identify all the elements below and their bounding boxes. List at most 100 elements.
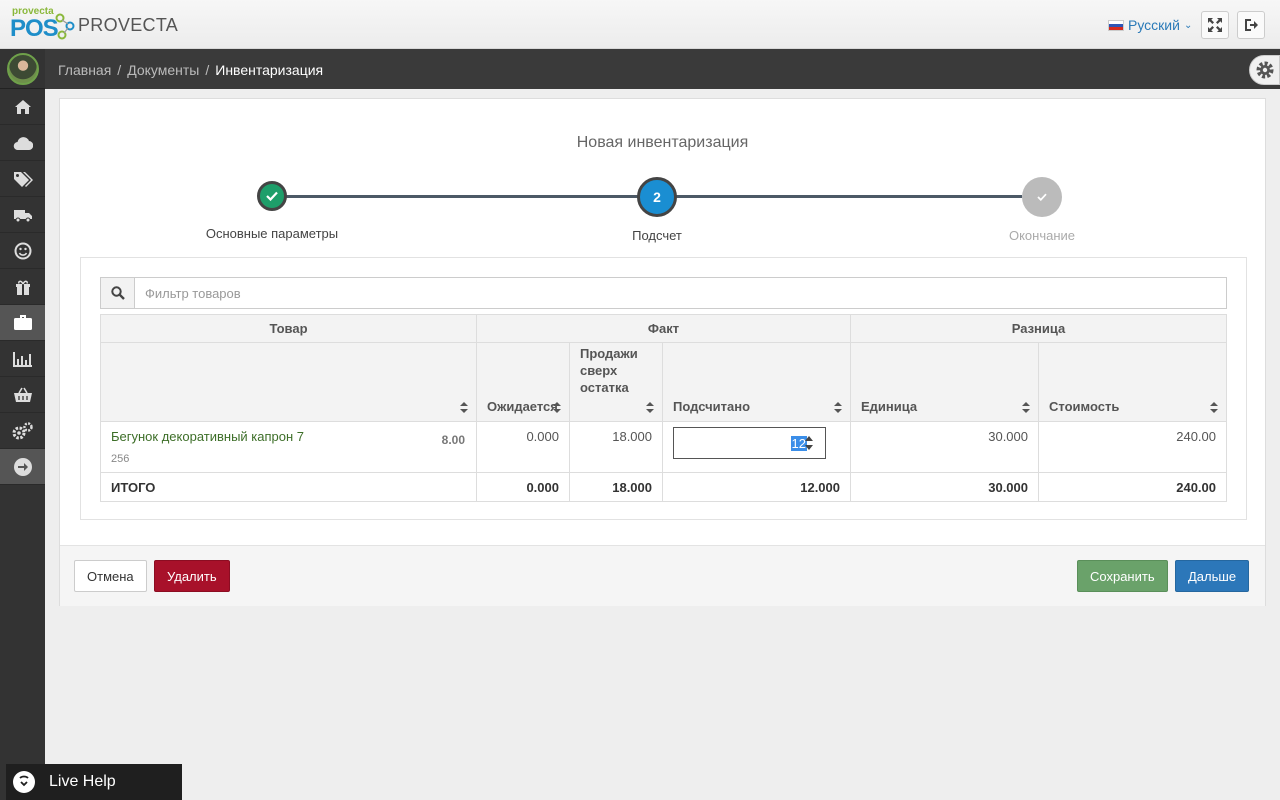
- table-column-header: Ожидается Продажи сверх остатка Подсчита…: [100, 342, 1227, 422]
- briefcase-icon: [13, 315, 32, 330]
- col-oversales[interactable]: Продажи сверх остатка: [569, 342, 663, 422]
- col-expected[interactable]: Ожидается: [476, 342, 570, 422]
- col-counted-label: Подсчитано: [673, 399, 751, 414]
- sidebar-item-delivery[interactable]: [0, 197, 45, 233]
- smile-icon: [14, 242, 31, 259]
- fullscreen-icon: [1208, 18, 1222, 32]
- step-done-circle: [257, 181, 287, 211]
- step-number: 2: [653, 189, 661, 205]
- live-help-widget[interactable]: Live Help: [6, 764, 182, 800]
- search-button[interactable]: [101, 278, 135, 308]
- spinner-arrows-icon[interactable]: [805, 436, 813, 450]
- chat-bubble-icon: [19, 775, 29, 787]
- total-expected: 0.000: [476, 472, 570, 502]
- panel-footer: Отмена Удалить Сохранить Дальше: [60, 545, 1265, 606]
- provecta-logo[interactable]: provecta POS: [10, 6, 76, 44]
- wizard-steps: Основные параметры 2 Подсчет Окончание: [60, 177, 1265, 247]
- breadcrumb-documents[interactable]: Документы: [127, 62, 200, 78]
- cancel-button[interactable]: Отмена: [74, 560, 147, 592]
- user-avatar[interactable]: [0, 49, 45, 89]
- table-total-row: ИТОГО 0.000 18.000 12.000 30.000 240.00: [100, 472, 1227, 502]
- fullscreen-button[interactable]: [1201, 11, 1229, 39]
- group-product: Товар: [100, 314, 477, 343]
- sidebar-item-reports[interactable]: [0, 341, 45, 377]
- breadcrumb-current: Инвентаризация: [215, 62, 324, 78]
- step-active-circle: 2: [637, 177, 677, 217]
- top-header: provecta POS PROVECTA Русский ⌄: [0, 0, 1280, 49]
- arrow-right-icon: [13, 457, 32, 476]
- sort-icon: [1210, 402, 1218, 413]
- sidebar-item-customers[interactable]: [0, 233, 45, 269]
- page-title: Новая инвентаризация: [576, 134, 749, 151]
- tags-icon: [13, 171, 33, 187]
- gift-icon: [15, 280, 30, 295]
- wizard-step-count[interactable]: 2 Подсчет: [557, 177, 757, 243]
- oversales-cell: 18.000: [569, 421, 663, 473]
- search-icon: [110, 286, 125, 300]
- breadcrumb-separator: /: [117, 62, 122, 78]
- col-product[interactable]: [100, 342, 477, 422]
- sidebar-item-collapse[interactable]: [0, 449, 45, 485]
- col-cost-label: Стоимость: [1049, 399, 1120, 414]
- product-price: 8.00: [441, 433, 465, 447]
- save-button[interactable]: Сохранить: [1077, 560, 1168, 592]
- logout-button[interactable]: [1237, 11, 1265, 39]
- sort-icon: [646, 402, 654, 413]
- delete-button[interactable]: Удалить: [154, 560, 230, 592]
- count-section: Товар Факт Разница Ожидается Продажи све…: [80, 257, 1247, 520]
- sort-icon: [460, 402, 468, 413]
- sidebar-item-settings[interactable]: [0, 413, 45, 449]
- total-label: ИТОГО: [100, 472, 477, 502]
- wizard-step-finish[interactable]: Окончание: [942, 177, 1142, 243]
- step-pending-circle: [1022, 177, 1062, 217]
- breadcrumb-home[interactable]: Главная: [58, 62, 112, 78]
- truck-icon: [13, 209, 32, 222]
- cloud-icon: [13, 136, 33, 150]
- logout-icon: [1245, 19, 1258, 31]
- total-cost: 240.00: [1038, 472, 1227, 502]
- language-selector[interactable]: Русский ⌄: [1108, 17, 1192, 33]
- product-filter-input[interactable]: [135, 278, 1226, 308]
- col-cost[interactable]: Стоимость: [1038, 342, 1227, 422]
- col-counted[interactable]: Подсчитано: [662, 342, 851, 422]
- sidebar-item-cloud[interactable]: [0, 125, 45, 161]
- total-oversales: 18.000: [569, 472, 663, 502]
- logo-small-text: provecta: [12, 6, 54, 17]
- step-label: Окончание: [1008, 228, 1076, 243]
- table-group-header: Товар Факт Разница: [100, 314, 1227, 343]
- col-unit[interactable]: Единица: [850, 342, 1039, 422]
- bar-chart-icon: [12, 351, 32, 367]
- counted-quantity-input[interactable]: 12: [673, 427, 826, 459]
- inventory-table: Товар Факт Разница Ожидается Продажи све…: [100, 314, 1227, 502]
- sidebar-item-home[interactable]: [0, 89, 45, 125]
- col-oversales-label: Продажи сверх остатка: [580, 346, 638, 395]
- group-difference: Разница: [850, 314, 1227, 343]
- step-label: Подсчет: [632, 228, 682, 243]
- col-unit-label: Единица: [861, 399, 918, 414]
- unit-diff-cell: 30.000: [850, 421, 1039, 473]
- breadcrumb: Главная / Документы / Инвентаризация: [58, 62, 323, 78]
- live-help-label: Live Help: [49, 773, 116, 790]
- language-label: Русский: [1128, 17, 1180, 33]
- logo-network-icon: [55, 13, 75, 40]
- breadcrumb-bar: Главная / Документы / Инвентаризация: [45, 49, 1280, 89]
- cogs-icon: [12, 421, 33, 439]
- wizard-step-params[interactable]: Основные параметры: [172, 177, 372, 241]
- inventory-panel: Новая инвентаризация Основные параметры …: [59, 98, 1266, 606]
- check-icon: [266, 191, 278, 201]
- product-name[interactable]: Бегунок декоративный капрон 7: [111, 429, 305, 444]
- sidebar-item-gifts[interactable]: [0, 269, 45, 305]
- product-filter: [100, 277, 1227, 309]
- settings-panel-toggle[interactable]: [1249, 55, 1280, 85]
- wizard-connector: [273, 195, 658, 198]
- expected-cell: 0.000: [476, 421, 570, 473]
- sidebar-item-documents[interactable]: [0, 305, 45, 341]
- next-button[interactable]: Дальше: [1175, 560, 1250, 592]
- sort-icon: [553, 402, 561, 413]
- check-icon: [1037, 193, 1047, 201]
- gear-icon: [1256, 61, 1273, 79]
- sidebar-item-shop[interactable]: [0, 377, 45, 413]
- cost-diff-cell: 240.00: [1038, 421, 1227, 473]
- sidebar-item-tags[interactable]: [0, 161, 45, 197]
- counted-cell: 12: [662, 421, 851, 473]
